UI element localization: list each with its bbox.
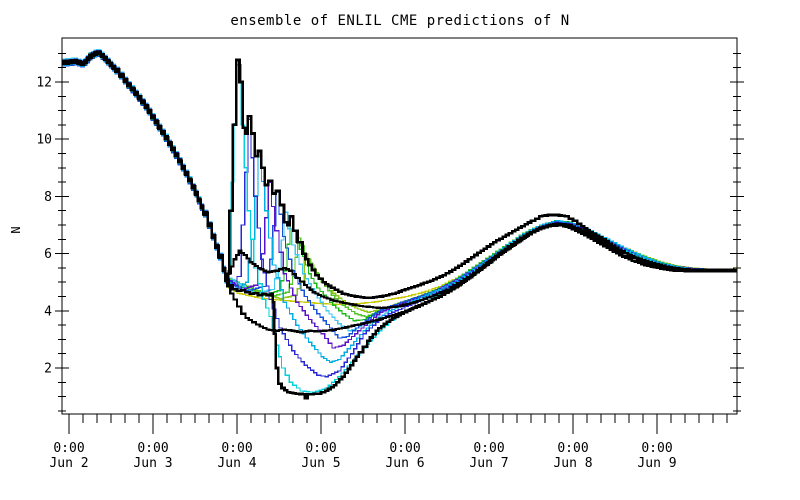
series-envelope-max [62, 51, 737, 300]
y-tick-label: 4 [44, 304, 52, 319]
x-tick-date-label: Jun 5 [301, 456, 340, 471]
x-tick-time-label: 0:00 [137, 441, 168, 456]
series-envelope-min [62, 52, 737, 400]
axes [55, 37, 744, 434]
series-member-blue-1 [62, 49, 738, 378]
series-member-yellowgreen [62, 55, 738, 313]
x-tick-time-label: 0:00 [389, 441, 420, 456]
x-tick-time-label: 0:00 [305, 441, 336, 456]
y-axis-title: N [9, 226, 23, 233]
x-tick-date-label: Jun 7 [469, 456, 508, 471]
x-tick-time-label: 0:00 [53, 441, 84, 456]
x-tick-time-label: 0:00 [221, 441, 252, 456]
chart-title: ensemble of ENLIL CME predictions of N [230, 13, 570, 29]
x-tick-date-label: Jun 8 [553, 456, 592, 471]
x-tick-date-label: Jun 2 [49, 456, 88, 471]
x-tick-date-label: Jun 6 [385, 456, 424, 471]
series-member-yellow [62, 49, 737, 306]
series-group [62, 48, 738, 400]
x-tick-date-label: Jun 3 [133, 456, 172, 471]
series-member-black-bump [62, 50, 737, 309]
series-member-green-1 [62, 53, 737, 322]
x-tick-time-label: 0:00 [641, 441, 672, 456]
x-tick-time-label: 0:00 [473, 441, 504, 456]
y-tick-label: 12 [36, 76, 52, 91]
plot-frame [61, 37, 738, 415]
y-tick-label: 8 [44, 190, 52, 205]
series-member-violet [62, 51, 737, 349]
series-member-cyan-3 [62, 48, 738, 332]
series-member-green-2 [62, 50, 737, 318]
series-member-cyan-1 [62, 54, 738, 393]
x-tick-time-label: 0:00 [557, 441, 588, 456]
series-member-blue-2 [62, 55, 738, 339]
y-tick-label: 2 [44, 362, 52, 377]
y-tick-label: 6 [44, 247, 52, 262]
x-tick-date-label: Jun 9 [637, 456, 676, 471]
x-tick-date-label: Jun 4 [217, 456, 256, 471]
y-tick-label: 10 [36, 133, 52, 148]
